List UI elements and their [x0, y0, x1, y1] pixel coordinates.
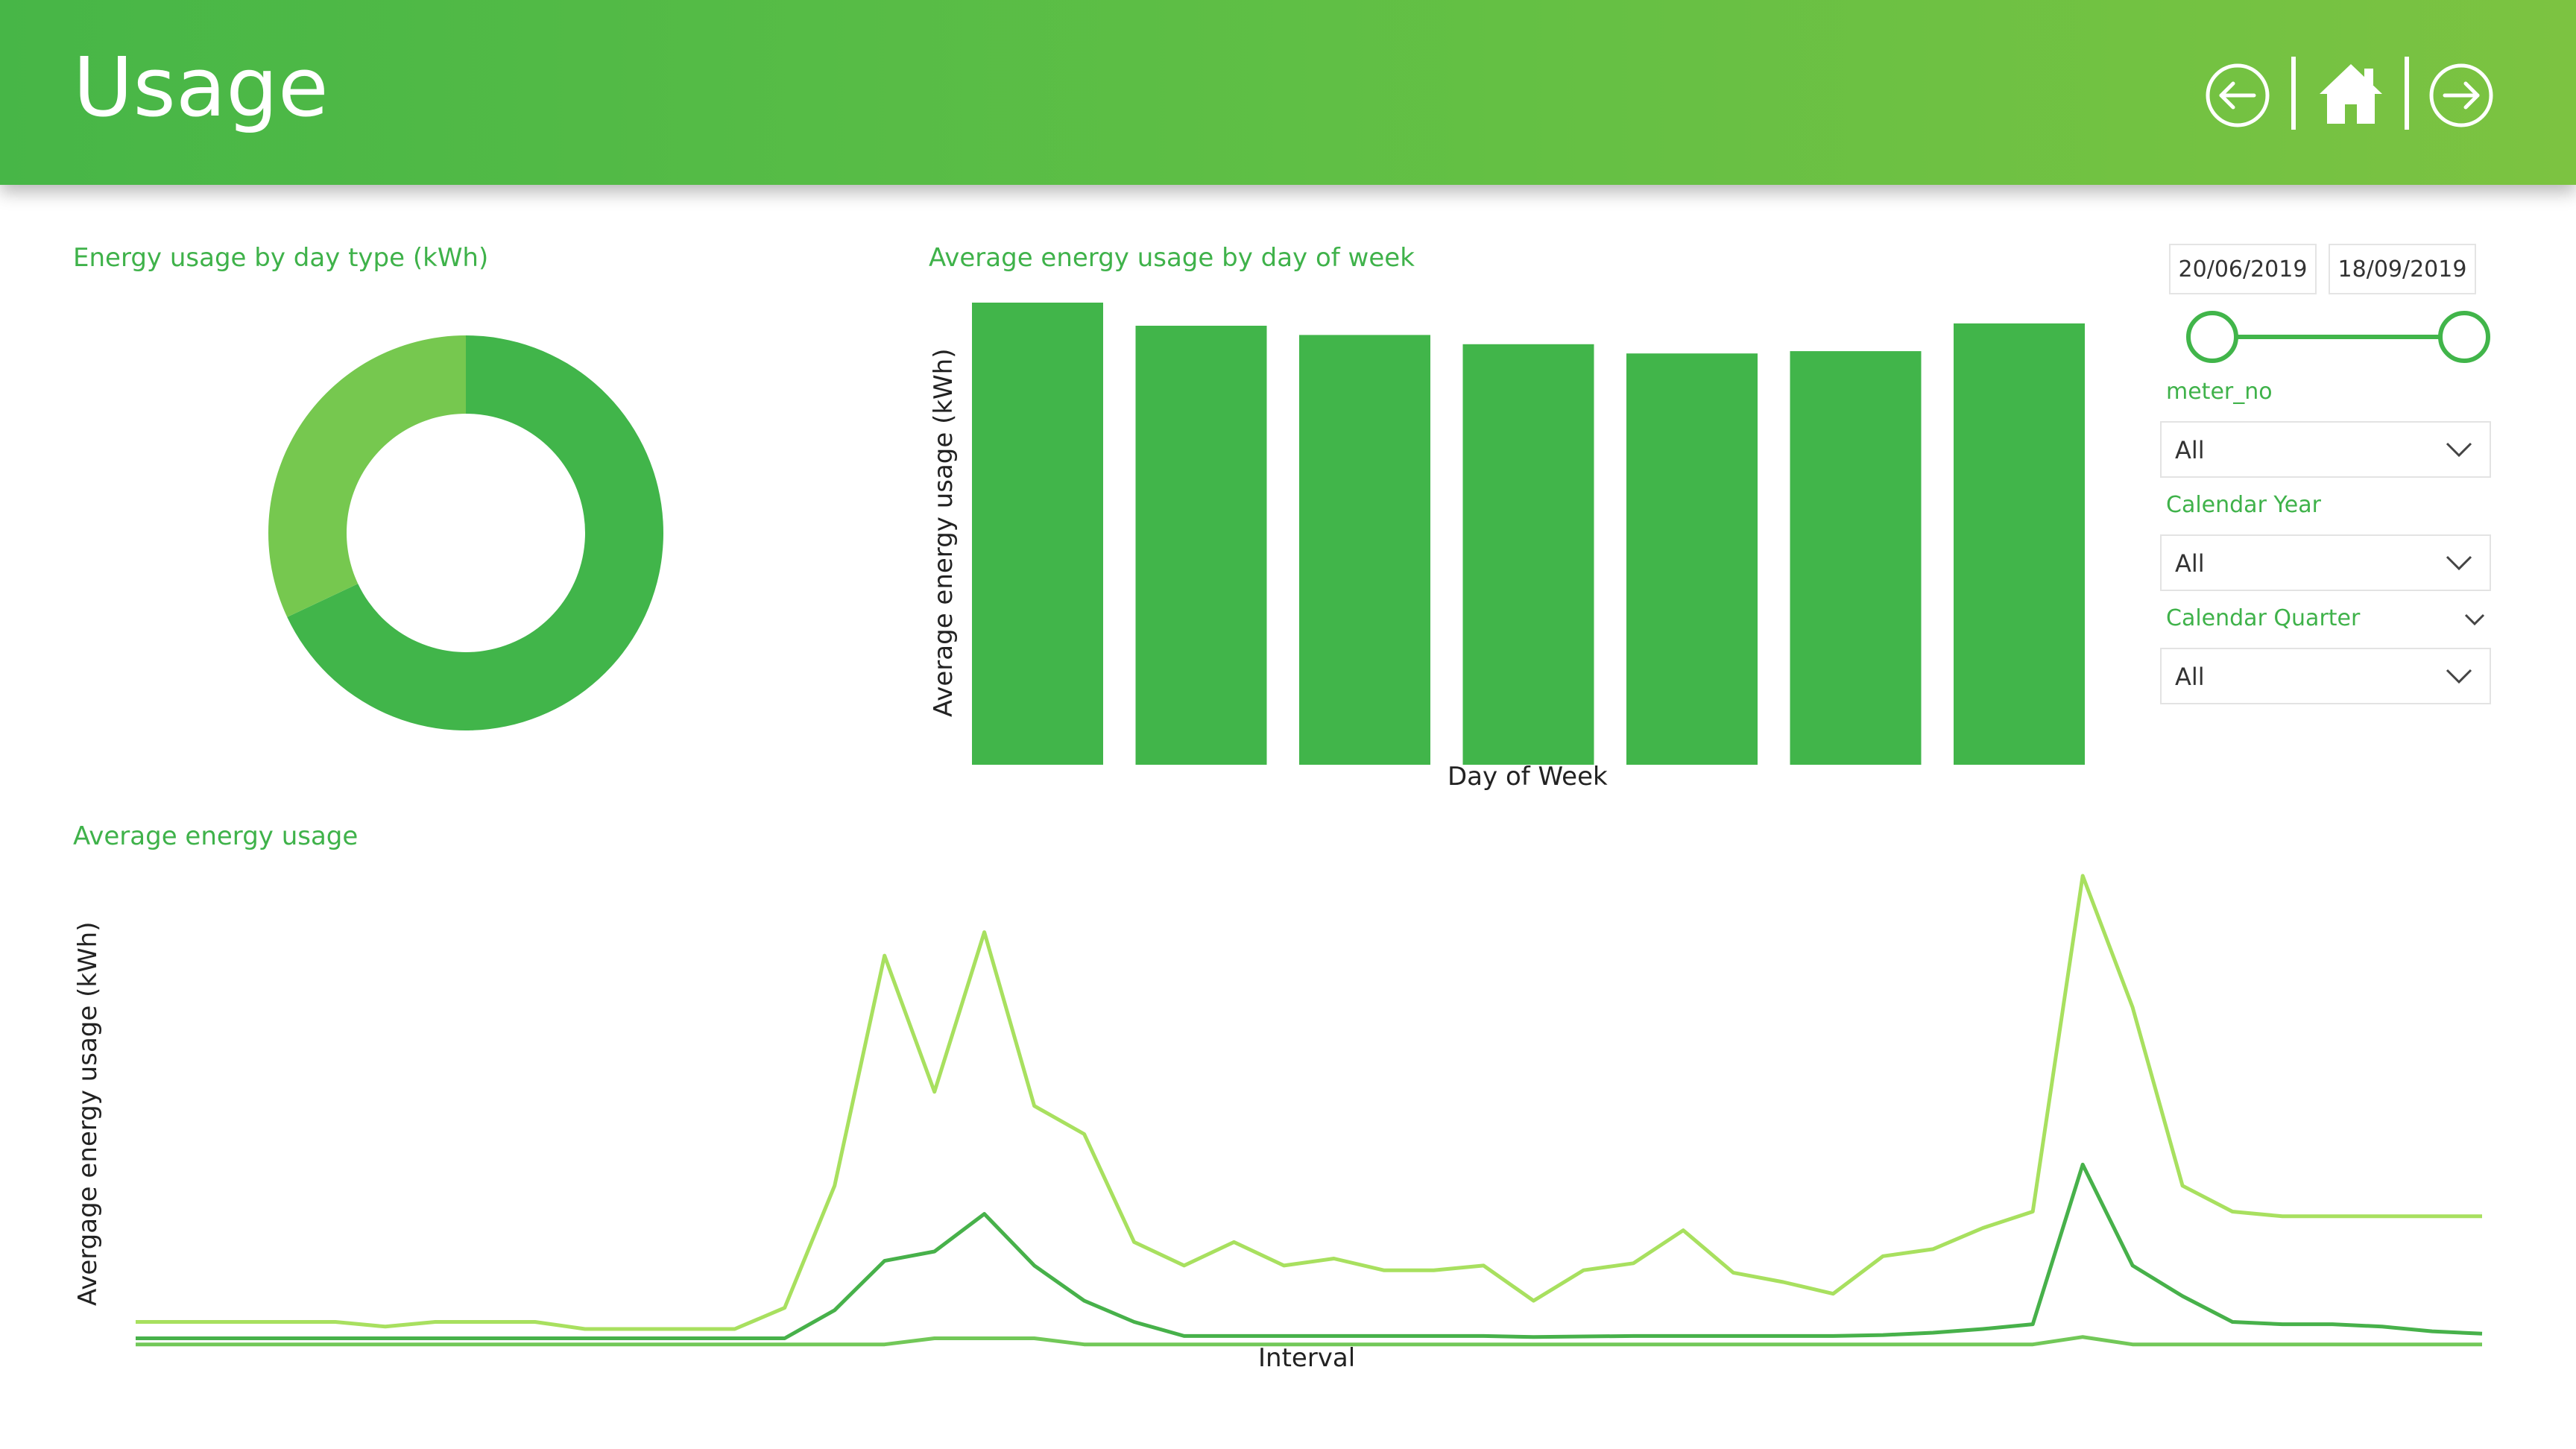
donut-chart-title: Energy usage by day type (kWh): [73, 243, 489, 273]
bar: [1135, 326, 1267, 765]
nav-divider: [2291, 57, 2296, 130]
bar: [1790, 351, 1922, 765]
page-title: Usage: [73, 40, 329, 135]
bar: [1626, 353, 1758, 765]
year-filter-label: Calendar Year: [2166, 492, 2321, 518]
back-arrow-circle-icon[interactable]: [2203, 61, 2272, 130]
chevron-down-icon: [2446, 669, 2472, 684]
series-line: [136, 1335, 2482, 1347]
bar: [1299, 335, 1430, 765]
chevron-down-icon: [2446, 555, 2472, 571]
bar: [1462, 344, 1594, 765]
chevron-down-icon[interactable]: [2464, 613, 2485, 626]
donut-slice: [268, 335, 466, 617]
forward-arrow-circle-icon[interactable]: [2427, 61, 2496, 130]
bar-chart-title: Average energy usage by day of week: [929, 243, 1415, 273]
bar-chart: [972, 303, 2085, 765]
meter-dropdown[interactable]: All: [2160, 421, 2491, 478]
date-range-slider[interactable]: [2176, 306, 2497, 368]
line-chart-y-axis-label: Avergage energy usage (kWh): [73, 921, 103, 1306]
meter-filter-label: meter_no: [2166, 379, 2273, 405]
line-chart-x-axis-label: Interval: [1258, 1343, 1356, 1373]
meter-dropdown-value: All: [2175, 436, 2205, 464]
bar: [1954, 323, 2085, 765]
header-bar: Usage: [0, 0, 2576, 185]
year-dropdown[interactable]: All: [2160, 534, 2491, 591]
date-range-end-handle[interactable]: [2438, 311, 2490, 363]
bar: [972, 303, 1103, 765]
chevron-down-icon: [2446, 442, 2472, 458]
bar-chart-x-axis-label: Day of Week: [1448, 762, 1608, 792]
date-range-start-handle[interactable]: [2186, 311, 2238, 363]
date-start-field[interactable]: 20/06/2019: [2169, 244, 2317, 294]
year-dropdown-value: All: [2175, 549, 2205, 578]
quarter-dropdown[interactable]: All: [2160, 648, 2491, 704]
line-chart-title: Average energy usage: [73, 821, 359, 851]
series-line: [136, 874, 2482, 1331]
bar-chart-y-axis-label: Average energy usage (kWh): [929, 348, 959, 718]
nav-divider: [2405, 57, 2409, 130]
home-icon[interactable]: [2317, 60, 2385, 127]
donut-chart: [268, 335, 663, 730]
donut-slice: [287, 335, 663, 730]
series-line: [136, 1162, 2483, 1340]
quarter-dropdown-value: All: [2175, 663, 2205, 691]
quarter-filter-label: Calendar Quarter: [2166, 605, 2361, 631]
date-end-field[interactable]: 18/09/2019: [2329, 244, 2476, 294]
line-chart: [136, 874, 2483, 1347]
